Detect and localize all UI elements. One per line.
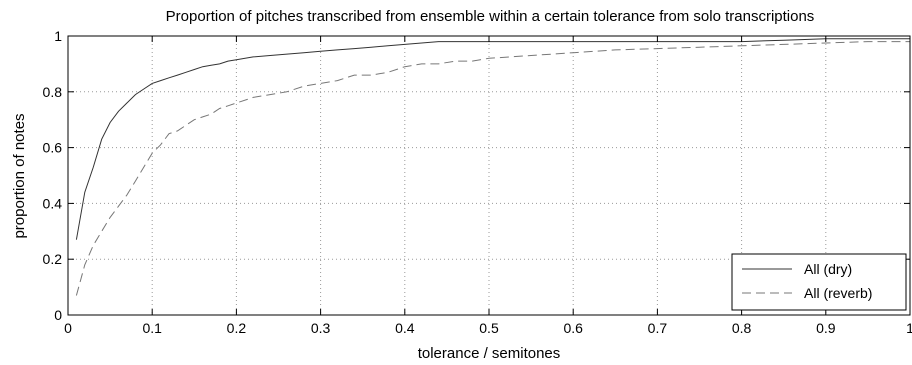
x-tick-label: 0.8 <box>732 320 752 336</box>
x-tick-label: 0.9 <box>816 320 836 336</box>
y-tick-label: 0 <box>54 307 62 323</box>
x-tick-label: 0.3 <box>311 320 331 336</box>
legend: All (dry) All (reverb) <box>731 253 907 311</box>
y-axis-label: proportion of notes <box>11 113 28 238</box>
y-tick-label: 1 <box>54 28 62 44</box>
x-tick-label: 0.4 <box>395 320 415 336</box>
axis-ticks: 0 0.1 0.2 0.3 0.4 0.5 0.6 0.7 0.8 0.9 1 0 0.2 0.4 0.6 0… <box>43 28 912 336</box>
x-tick-label: 0.5 <box>479 320 499 336</box>
x-tick-label: 0.6 <box>563 320 583 336</box>
x-tick-label: 0.7 <box>648 320 668 336</box>
series-line-reverb <box>75 41 910 296</box>
y-tick-label: 0.8 <box>43 84 63 100</box>
x-tick-label: 1 <box>906 320 912 336</box>
legend-box <box>731 253 907 311</box>
x-tick-label: 0 <box>64 320 72 336</box>
chart-title: Proportion of pitches transcribed from e… <box>166 8 815 25</box>
x-tick-label: 0.1 <box>142 320 162 336</box>
x-axis-label: tolerance / semitones <box>418 345 561 362</box>
y-tick-label: 0.6 <box>43 140 63 156</box>
series-layer <box>75 38 910 296</box>
y-tick-label: 0.2 <box>43 251 63 267</box>
legend-label-reverb: All (reverb) <box>804 285 872 301</box>
x-tick-label: 0.2 <box>227 320 247 336</box>
y-tick-label: 0.4 <box>43 195 63 211</box>
legend-label-dry: All (dry) <box>804 261 852 277</box>
series-line-dry <box>75 38 910 240</box>
